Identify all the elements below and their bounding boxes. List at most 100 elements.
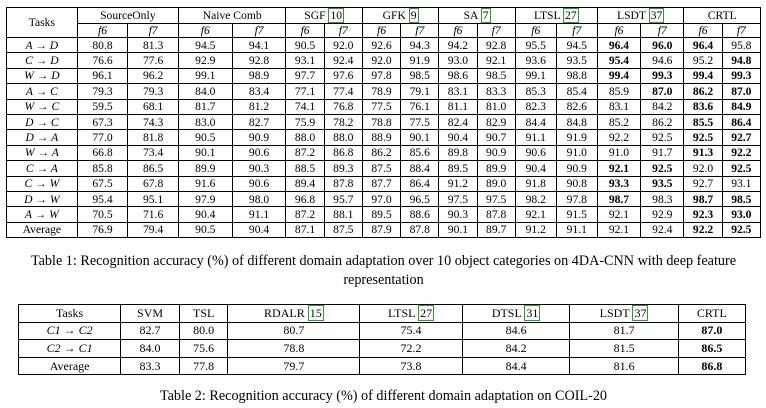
value-cell: 99.1 — [514, 67, 557, 85]
value-cell: 79.7 — [227, 356, 361, 376]
value-cell: 78.8 — [361, 113, 402, 131]
value-cell: 74.3 — [127, 113, 179, 131]
value-cell: 87.8 — [400, 221, 440, 239]
task-label: D → C — [25, 115, 59, 129]
value-cell: 90.8 — [555, 175, 598, 192]
value-cell: 83.3 — [476, 83, 516, 100]
citation-link: 9 — [408, 8, 419, 23]
method-name: LTSL — [533, 9, 561, 22]
method-header: LSDT 37 — [596, 7, 685, 24]
value-cell: 87.2 — [285, 206, 325, 223]
task-cell: C → D — [6, 52, 78, 69]
value-cell: 79.3 — [76, 83, 129, 100]
value-cell: 92.5 — [683, 129, 723, 146]
value-cell: 88.4 — [400, 160, 440, 177]
value-cell: 93.1 — [285, 52, 325, 69]
table-row: W → D 96.1 96.2 99.1 98.9 97.7 97.6 97.8 98.5 98.… — [6, 67, 762, 85]
value-cell: 84.0 — [120, 339, 180, 358]
value-cell: 84.8 — [555, 113, 598, 131]
value-cell: 84.9 — [721, 98, 762, 115]
value-cell: 87.7 — [361, 175, 402, 192]
value-cell: 82.7 — [231, 113, 287, 131]
value-cell: 90.5 — [285, 36, 325, 54]
feature-header: f6 — [438, 23, 478, 38]
method-name: SourceOnly — [100, 9, 156, 22]
table-row: W → C 59.5 68.1 81.7 81.2 74.1 76.8 77.5 76.1 81.… — [6, 98, 762, 115]
method-header: Naive Comb — [177, 7, 287, 24]
value-cell: 92.4 — [640, 221, 685, 239]
value-cell: 90.5 — [177, 129, 233, 146]
feature-header: f6 — [76, 23, 129, 38]
value-cell: 92.2 — [596, 129, 642, 146]
value-cell: 85.4 — [555, 83, 598, 100]
value-cell: 77.1 — [285, 83, 325, 100]
value-cell: 90.9 — [231, 129, 287, 146]
value-cell: 86.4 — [721, 113, 762, 131]
value-cell: 92.5 — [721, 160, 762, 177]
task-label: A → D — [25, 38, 59, 52]
value-cell: 98.2 — [514, 190, 557, 208]
task-label: D → W — [24, 192, 60, 206]
task-label: Average — [49, 358, 90, 373]
method-name: LTSL — [387, 305, 416, 320]
value-cell: 90.1 — [177, 144, 233, 162]
method-header: LTSL 27 — [514, 7, 598, 24]
value-cell: 96.2 — [127, 67, 179, 85]
value-cell: 89.5 — [438, 160, 478, 177]
value-cell: 91.6 — [177, 175, 233, 192]
value-cell: 91.1 — [555, 221, 598, 239]
feature-header: f7 — [231, 23, 287, 38]
value-cell: 83.4 — [231, 83, 287, 100]
task-cell: W → C — [6, 98, 78, 115]
table-row: Average 76.9 79.4 90.5 90.4 87.1 87.5 87.9 87.8 9… — [6, 221, 762, 239]
value-cell: 77.4 — [323, 83, 363, 100]
value-cell: 90.4 — [177, 206, 233, 223]
value-cell: 90.1 — [438, 221, 478, 239]
table-row: C2 → C1 84.0 75.6 78.8 72.2 84.2 81.5 86.5 — [17, 339, 747, 358]
value-cell: 98.3 — [640, 190, 685, 208]
value-cell: 97.8 — [555, 190, 598, 208]
method-name: CRTL — [707, 9, 737, 22]
value-cell: 96.4 — [683, 36, 723, 54]
table-row: D → C 67.3 74.3 83.0 82.7 75.9 78.2 78.8 77.5 82.… — [6, 113, 762, 131]
feature-header: f7 — [323, 23, 363, 38]
value-cell: 85.8 — [76, 160, 129, 177]
value-cell: 86.2 — [361, 144, 402, 162]
task-cell: Average — [17, 356, 122, 376]
task-label: C → W — [24, 177, 60, 191]
value-cell: 81.6 — [569, 356, 679, 376]
citation-link: 31 — [524, 304, 541, 321]
value-cell: 89.9 — [177, 160, 233, 177]
value-cell: 90.4 — [231, 221, 287, 239]
value-cell: 87.1 — [285, 221, 325, 239]
value-cell: 87.0 — [640, 83, 685, 100]
value-cell: 81.8 — [127, 129, 179, 146]
method-header: GFK 9 — [361, 7, 440, 24]
value-cell: 78.9 — [361, 83, 402, 100]
value-cell: 81.0 — [476, 98, 516, 115]
table-row: C → A 85.8 86.5 89.9 90.3 88.5 89.3 87.5 88.4 89.… — [6, 160, 762, 177]
value-cell: 89.7 — [476, 221, 516, 239]
value-cell: 95.1 — [127, 190, 179, 208]
value-cell: 87.2 — [285, 144, 325, 162]
task-label: C2 → C1 — [46, 340, 93, 355]
value-cell: 92.9 — [640, 206, 685, 223]
value-cell: 79.1 — [400, 83, 440, 100]
value-cell: 94.8 — [721, 52, 762, 69]
value-cell: 71.6 — [127, 206, 179, 223]
value-cell: 89.5 — [361, 206, 402, 223]
value-cell: 78.8 — [227, 339, 361, 358]
method-name: SVM — [137, 305, 164, 320]
value-cell: 85.5 — [683, 113, 723, 131]
column-header: TSL — [178, 304, 229, 323]
value-cell: 86.8 — [323, 144, 363, 162]
value-cell: 86.2 — [640, 113, 685, 131]
value-cell: 68.1 — [127, 98, 179, 115]
value-cell: 73.4 — [127, 144, 179, 162]
column-header: LSDT 37 — [569, 304, 679, 323]
task-label: A → W — [24, 207, 59, 221]
feature-header: f7 — [721, 23, 762, 38]
value-cell: 79.4 — [127, 221, 179, 239]
value-cell: 95.5 — [514, 36, 557, 54]
value-cell: 93.5 — [555, 52, 598, 69]
